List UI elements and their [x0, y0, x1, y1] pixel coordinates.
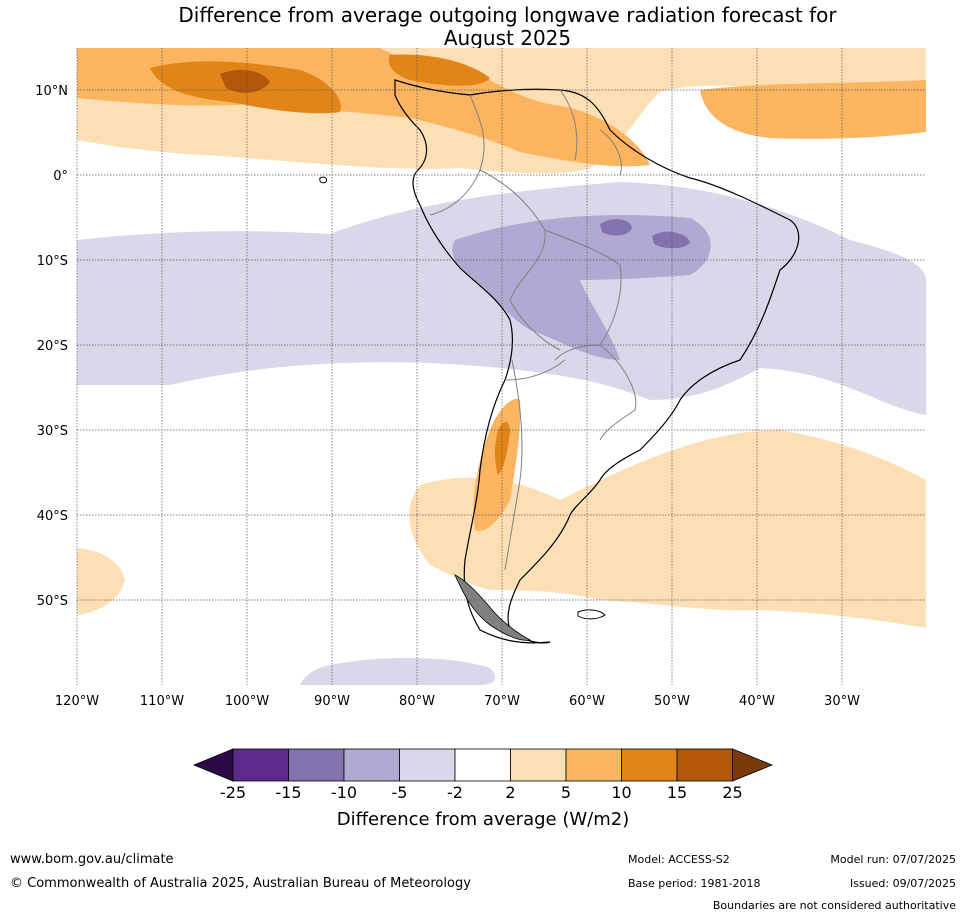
colorbar-tick-label: 2	[505, 783, 515, 802]
issued-date: Issued: 09/07/2025	[849, 877, 956, 890]
colorbar-tick-label: -15	[275, 783, 301, 802]
lat-label: 10°S	[37, 254, 68, 269]
negative-anomaly-south-patch	[300, 657, 496, 685]
positive-anomaly-andes-strong	[495, 421, 510, 475]
colorbar-tick-label: -25	[220, 783, 246, 802]
graticule	[76, 48, 926, 685]
copyright-text: © Commonwealth of Australia 2025, Austra…	[10, 876, 471, 891]
negative-anomaly-strong-1	[600, 219, 632, 236]
lon-label: 80°W	[399, 694, 435, 709]
colorbar-swatch	[343, 748, 400, 782]
lat-label: 40°S	[37, 509, 68, 524]
boundary-disclaimer: Boundaries are not considered authoritat…	[712, 899, 956, 912]
lon-label: 70°W	[484, 694, 520, 709]
base-period: Base period: 1981-2018	[628, 877, 761, 890]
colorbar-tick-label: -5	[392, 783, 408, 802]
map-title: Difference from average outgoing longwav…	[0, 4, 965, 50]
colorbar-swatch	[399, 748, 456, 782]
colorbar-under-arrow	[192, 748, 234, 782]
colorbar-tick-label: -10	[331, 783, 357, 802]
falkland-islands	[577, 609, 606, 620]
positive-anomaly-north-strong-east	[388, 54, 490, 86]
model-name: Model: ACCESS-S2	[628, 853, 730, 866]
colorbar-swatch	[621, 748, 678, 782]
colorbar-swatch	[232, 748, 289, 782]
lon-label: 40°W	[739, 694, 775, 709]
galapagos-islands	[319, 176, 327, 184]
website-link[interactable]: www.bom.gov.au/climate	[10, 852, 174, 867]
lon-label: 100°W	[225, 694, 269, 709]
negative-anomaly-strong-2	[652, 231, 690, 249]
lat-label: 0°	[53, 169, 68, 184]
colorbar: -25 -15 -10 -5 -2 2 5 10 15 25 Differenc…	[192, 748, 774, 830]
lon-label: 120°W	[55, 694, 99, 709]
colorbar-swatch	[676, 748, 733, 782]
lat-label: 50°S	[37, 594, 68, 609]
colorbar-swatch	[510, 748, 567, 782]
latitude-labels: 10°N 0° 10°S 20°S 30°S 40°S 50°S	[35, 84, 68, 609]
model-run-date: Model run: 07/07/2025	[830, 853, 956, 866]
colorbar-tick-label: -2	[447, 783, 463, 802]
lon-label: 50°W	[654, 694, 690, 709]
tierra-del-fuego	[454, 574, 532, 641]
colorbar-tick-label: 5	[561, 783, 571, 802]
lat-label: 20°S	[37, 339, 68, 354]
title-line-1: Difference from average outgoing longwav…	[178, 3, 837, 27]
colorbar-tick-label: 25	[722, 783, 742, 802]
lat-label: 10°N	[35, 84, 68, 99]
negative-anomaly-moderate	[452, 214, 711, 360]
lon-label: 60°W	[569, 694, 605, 709]
lon-label: 110°W	[140, 694, 184, 709]
positive-anomaly-north-strongest	[220, 69, 270, 93]
colorbar-title: Difference from average (W/m2)	[337, 809, 629, 830]
colorbar-over-arrow	[732, 748, 774, 782]
map-plot-area	[77, 48, 926, 685]
positive-anomaly-atlantic	[700, 80, 926, 139]
longitude-labels: 120°W 110°W 100°W 90°W 80°W 70°W 60°W 50…	[55, 694, 860, 709]
colorbar-swatch	[288, 748, 345, 782]
lat-label: 30°S	[37, 424, 68, 439]
lon-label: 30°W	[824, 694, 860, 709]
colorbar-tick-label: 10	[611, 783, 631, 802]
title-line-2: August 2025	[443, 26, 572, 50]
positive-anomaly-south	[409, 430, 926, 628]
south-america-coastline	[394, 79, 800, 644]
country-borders	[429, 89, 637, 571]
colorbar-swatch	[565, 748, 622, 782]
colorbar-swatch	[454, 748, 511, 782]
positive-anomaly-southwest-patch	[77, 548, 125, 615]
colorbar-tick-label: 15	[667, 783, 687, 802]
lon-label: 90°W	[314, 694, 350, 709]
